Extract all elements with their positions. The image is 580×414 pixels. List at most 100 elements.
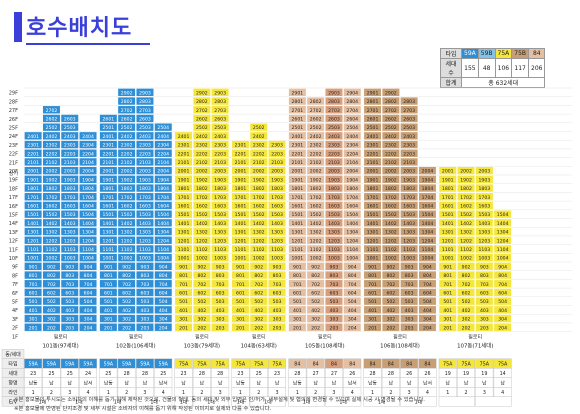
unit-cell [438, 314, 457, 323]
unit-cell [475, 166, 494, 175]
summary-value: 28 [369, 371, 375, 377]
unit-number: 2003 [271, 169, 283, 175]
unit-number: 502 [197, 299, 206, 305]
unit-cell [99, 140, 118, 149]
summary-value: 남 [275, 380, 280, 387]
building-label: 103동(79세대) [184, 341, 220, 349]
unit-number: 703 [273, 282, 282, 288]
unit-cell [381, 314, 400, 323]
unit-cell [231, 279, 250, 288]
unit-number: 1001 [235, 256, 247, 262]
unit-cell [117, 305, 136, 315]
unit-cell [99, 296, 118, 306]
unit-cell [306, 96, 325, 106]
unit-number: 503 [480, 299, 489, 305]
unit-cell [343, 131, 362, 141]
unit-cell [192, 157, 211, 167]
unit-cell [211, 288, 230, 297]
unit-number: 602 [254, 291, 263, 297]
unit-number: 2303 [328, 143, 340, 149]
unit-number: 804 [423, 273, 432, 279]
unit-number: 1804 [346, 186, 358, 192]
unit-cell [381, 175, 400, 184]
unit-cell [363, 105, 382, 114]
unit-cell [418, 305, 437, 315]
unit-cell [381, 157, 400, 167]
unit-number: 1701 [178, 195, 190, 201]
building-label: 102동(106세대) [116, 341, 156, 349]
unit-cell [438, 218, 457, 228]
summary-row-header [1, 396, 25, 407]
summary-value: 남 [389, 380, 394, 387]
unit-cell [117, 323, 136, 332]
unit-number: 2502 [46, 125, 58, 131]
unit-number: 2202 [253, 151, 265, 157]
unit-number: 801 [29, 273, 38, 279]
floor-label: 3F [12, 317, 18, 323]
summary-value: 3 [68, 390, 71, 396]
unit-cell [343, 122, 362, 132]
unit-number: 1004 [346, 256, 358, 262]
unit-cell [154, 296, 173, 306]
pilotis-label: 필로티 [195, 333, 209, 340]
unit-cell [457, 192, 476, 201]
unit-number: 1403 [64, 221, 76, 227]
unit-number: 2002 [460, 169, 472, 175]
unit-cell [117, 175, 136, 184]
unit-cell [400, 236, 419, 245]
unit-cell [268, 323, 287, 332]
summary-value: 3 [219, 390, 222, 396]
unit-number: 1801 [27, 186, 39, 192]
unit-number: 2901 [367, 90, 379, 96]
unit-number: 2001 [235, 169, 247, 175]
unit-cell [60, 244, 79, 254]
unit-cell [135, 114, 154, 123]
unit-number: 1702 [196, 195, 208, 201]
unit-number: 2101 [367, 160, 379, 166]
unit-number: 803 [216, 273, 225, 279]
unit-number: 1401 [235, 221, 247, 227]
unit-cell [154, 175, 173, 184]
ev-cell [192, 396, 230, 407]
unit-number: 1301 [442, 230, 454, 236]
unit-cell [154, 157, 173, 167]
unit-cell [400, 166, 419, 175]
unit-number: 2301 [367, 143, 379, 149]
unit-number: 301 [293, 317, 302, 323]
unit-number: 603 [330, 291, 339, 297]
unit-number: 501 [293, 299, 302, 305]
summary-value: 27 [313, 371, 319, 377]
unit-number: 1803 [271, 186, 283, 192]
unit-number: 1404 [422, 221, 434, 227]
unit-number: 701 [104, 282, 113, 288]
unit-cell [438, 270, 457, 280]
unit-cell [249, 209, 268, 219]
unit-cell [493, 288, 512, 297]
unit-number: 1904 [82, 177, 94, 183]
unit-number: 303 [405, 317, 414, 323]
unit-number: 1303 [478, 230, 490, 236]
unit-cell [324, 314, 343, 323]
unit-number: 1302 [121, 230, 133, 236]
unit-number: 2104 [346, 160, 358, 166]
unit-cell [343, 209, 362, 219]
unit-cell [231, 183, 250, 193]
unit-cell [99, 227, 118, 236]
unit-number: 1203 [478, 238, 490, 244]
pilotis-label: 필로티 [54, 333, 68, 340]
unit-number: 2301 [102, 143, 114, 149]
unit-cell [135, 288, 154, 297]
unit-number: 2603 [139, 117, 151, 123]
unit-number: 1202 [385, 238, 397, 244]
unit-cell [418, 279, 437, 288]
unit-number: 1602 [385, 204, 397, 210]
unit-number: 803 [330, 273, 339, 279]
unit-number: 501 [236, 299, 245, 305]
ev-cell [24, 396, 61, 407]
unit-cell [249, 314, 268, 323]
unit-cell [306, 157, 325, 167]
unit-number: 2003 [403, 169, 415, 175]
unit-cell [249, 253, 268, 262]
unit-cell [60, 323, 79, 332]
unit-cell [288, 244, 307, 254]
